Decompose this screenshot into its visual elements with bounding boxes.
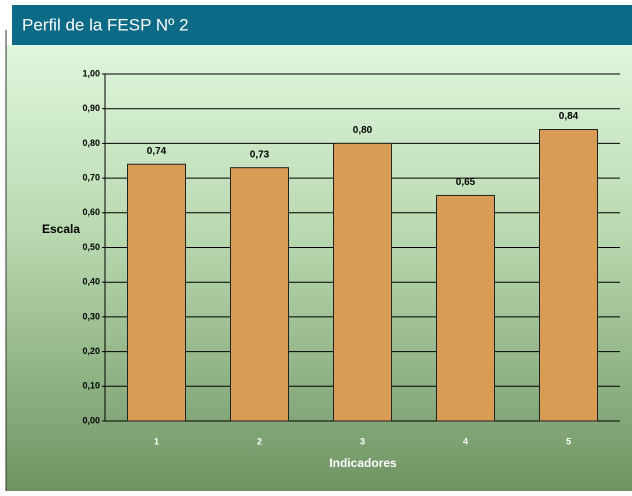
bar: [127, 163, 186, 422]
y-tick-label: 0,70: [82, 172, 100, 182]
y-tick-label: 0,00: [82, 415, 100, 425]
data-label: 0,74: [147, 146, 167, 157]
data-label: 0,80: [353, 125, 373, 136]
y-tick-label: 0,50: [82, 242, 100, 252]
x-tick-label: 2: [257, 436, 262, 446]
y-tick-label: 0,30: [82, 311, 100, 321]
x-tick-label: 4: [463, 436, 468, 446]
data-label: 0,73: [250, 149, 270, 160]
x-axis-label: Indicadores: [329, 456, 397, 470]
header-bar: [12, 5, 632, 45]
chart-background: [6, 45, 632, 491]
x-tick-label: 3: [360, 436, 365, 446]
header-title: Perfil de la FESP Nº 2: [22, 15, 189, 34]
x-tick-label: 5: [566, 436, 571, 446]
y-tick-label: 0,40: [82, 277, 100, 287]
y-tick-label: 0,20: [82, 346, 100, 356]
bar: [539, 129, 598, 422]
x-tick-label: 1: [154, 436, 159, 446]
y-tick-label: 0,60: [82, 207, 100, 217]
y-tick-label: 0,10: [82, 381, 100, 391]
y-tick-label: 1,00: [82, 68, 100, 78]
bar: [230, 167, 289, 422]
y-axis-label: Escala: [42, 222, 80, 236]
bar: [333, 142, 392, 422]
bar: [436, 194, 495, 422]
y-tick-label: 0,80: [82, 138, 100, 148]
data-label: 0,65: [456, 177, 476, 188]
data-label: 0,84: [559, 111, 579, 122]
y-tick-label: 0,90: [82, 103, 100, 113]
